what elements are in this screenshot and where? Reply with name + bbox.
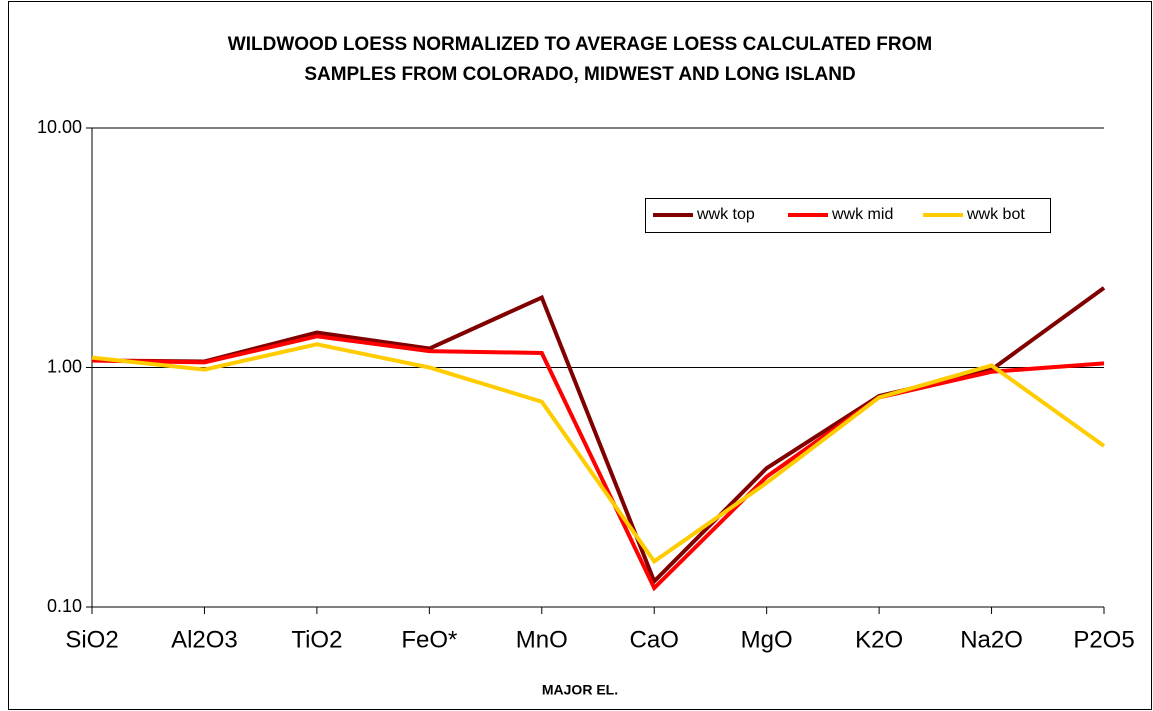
legend-box bbox=[645, 198, 1051, 233]
x-tick-label: P2O5 bbox=[1073, 626, 1134, 653]
chart-frame bbox=[8, 1, 1152, 710]
y-tick-label: 1.00 bbox=[47, 356, 82, 376]
chart-title: SAMPLES FROM COLORADO, MIDWEST AND LONG … bbox=[304, 64, 855, 85]
legend-label: wwk mid bbox=[831, 206, 893, 223]
x-tick-label: FeO* bbox=[401, 626, 457, 653]
x-axis-label: MAJOR EL. bbox=[542, 682, 618, 698]
x-tick-label: TiO2 bbox=[291, 626, 342, 653]
chart-title: WILDWOOD LOESS NORMALIZED TO AVERAGE LOE… bbox=[228, 34, 932, 55]
y-tick-label: 0.10 bbox=[47, 596, 82, 616]
y-tick-label: 10.00 bbox=[37, 117, 82, 137]
legend-label: wwk bot bbox=[966, 206, 1025, 223]
x-tick-label: SiO2 bbox=[65, 626, 118, 653]
x-tick-label: Al2O3 bbox=[171, 626, 238, 653]
legend-label: wwk top bbox=[696, 206, 755, 223]
data-line bbox=[91, 342, 1106, 565]
data-line bbox=[91, 334, 1105, 592]
x-tick-label: Na2O bbox=[960, 626, 1023, 653]
x-tick-label: MnO bbox=[516, 626, 568, 653]
x-tick-label: CaO bbox=[630, 626, 679, 653]
legend: wwk top wwk mid wwk bot bbox=[645, 198, 1051, 233]
x-tick-label: K2O bbox=[855, 626, 903, 653]
x-tick-label: MgO bbox=[741, 626, 793, 653]
